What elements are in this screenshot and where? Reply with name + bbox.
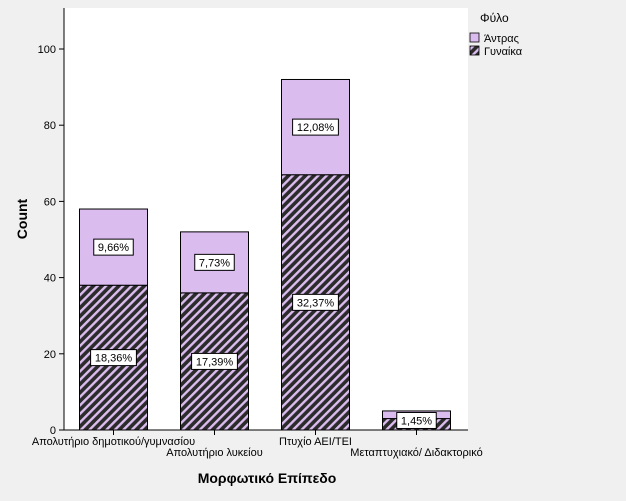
data-label-female-box bbox=[90, 349, 137, 367]
x-tick-label: Απολυτήριο δημοτικού/γυμνασίου bbox=[32, 436, 195, 448]
data-label-female-box bbox=[191, 352, 238, 370]
data-label-female-box bbox=[396, 411, 437, 429]
data-label-male-box bbox=[194, 253, 235, 271]
legend-label-male: Άντρας bbox=[484, 33, 519, 45]
data-label-male: 7,73% bbox=[199, 257, 230, 269]
data-label-female: 17,39% bbox=[196, 356, 234, 368]
legend: Φύλο Άντρας Γυναίκα bbox=[469, 11, 523, 58]
data-label-female: 32,37% bbox=[297, 297, 335, 309]
data-label-female: 1,45% bbox=[401, 415, 432, 427]
data-label-female: 18,36% bbox=[95, 353, 133, 365]
y-tick-label: 60 bbox=[44, 196, 56, 208]
legend-swatch-female bbox=[469, 45, 480, 56]
data-labels: 18,36% 9,66% 17,39% 7,73% 32,37% 12,08% 1,45% bbox=[90, 118, 437, 429]
y-tick-label: 100 bbox=[38, 44, 56, 56]
data-label-female-box bbox=[292, 293, 339, 311]
data-label-male-box bbox=[93, 238, 134, 256]
data-label-male: 12,08% bbox=[297, 122, 335, 134]
y-tick-label: 0 bbox=[50, 425, 56, 437]
y-ticks: 0 20 40 60 80 100 bbox=[38, 44, 64, 437]
axes bbox=[63, 8, 468, 431]
y-tick-label: 40 bbox=[44, 273, 56, 285]
legend-label-female: Γυναίκα bbox=[484, 46, 523, 58]
x-axis-title: Μορφωτικό Επίπεδο bbox=[198, 470, 337, 486]
legend-swatch-male bbox=[469, 32, 480, 43]
y-axis-title: Count bbox=[14, 198, 30, 239]
x-tick-label: Απολυτήριο λυκείου bbox=[166, 447, 263, 459]
data-label-male: 9,66% bbox=[98, 242, 129, 254]
x-tick-label: Πτυχίο ΑΕΙ/ΤΕΙ bbox=[279, 436, 352, 448]
x-tick-label: Μεταπτυχιακό/ Διδακτορικό bbox=[350, 447, 482, 459]
data-label-male-box bbox=[292, 118, 339, 136]
y-tick-label: 20 bbox=[44, 349, 56, 361]
y-tick-label: 80 bbox=[44, 120, 56, 132]
x-ticks: Απολυτήριο δημοτικού/γυμνασίουΑπολυτήριο… bbox=[32, 430, 483, 459]
legend-title: Φύλο bbox=[480, 11, 509, 25]
